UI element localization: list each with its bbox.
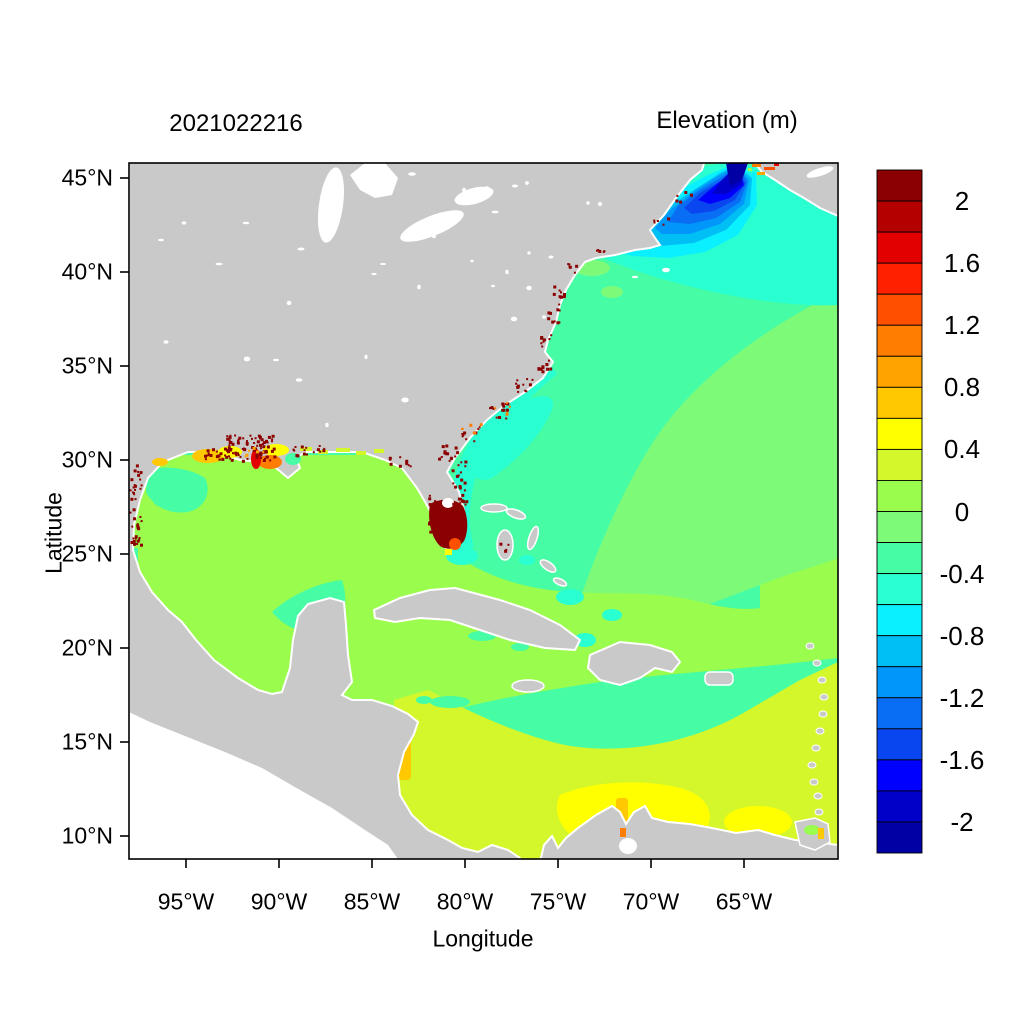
region-straits-patch — [446, 547, 478, 565]
colorbar-tick-label: -0.4 — [939, 558, 985, 589]
great-lakes — [317, 163, 834, 854]
colorbar-cell — [876, 697, 923, 730]
colorbar-tick-label: 0 — [954, 496, 970, 527]
colorbar-tick-label: -2 — [950, 806, 974, 837]
colorbar-cell — [876, 293, 923, 326]
x-axis-label: Longitude — [432, 925, 534, 952]
nova-scotia-hotspots — [748, 163, 779, 175]
colorbar-cell — [876, 821, 923, 854]
turq-patch2 — [602, 609, 622, 621]
x-tick-label: 85°W — [343, 888, 401, 915]
x-tick-label: 65°W — [715, 888, 773, 915]
colorbar — [876, 169, 923, 854]
turq-patch1 — [556, 589, 584, 605]
colorbar-cell — [876, 604, 923, 637]
colorbar-tick-label: 1.6 — [943, 248, 981, 279]
y-tick-label: 15°N — [61, 728, 113, 755]
x-tick-label: 80°W — [436, 888, 494, 915]
colorbar-tick-label: 1.2 — [943, 310, 981, 341]
jamaica-patch — [511, 643, 529, 651]
elevation-title: Elevation (m) — [656, 107, 798, 134]
y-tick-label: 20°N — [61, 634, 113, 661]
colorbar-cell — [876, 169, 923, 202]
colorbar-tick-label: 0.8 — [943, 372, 981, 403]
pacific-no-data — [129, 712, 398, 859]
land-jamaica — [511, 679, 545, 693]
colorbar-cell — [876, 666, 923, 699]
x-tick-label: 90°W — [250, 888, 308, 915]
x-axis-ticks — [185, 859, 745, 868]
colorbar-tick-label: 0.4 — [943, 434, 981, 465]
colorbar-tick-label: 2 — [954, 186, 970, 217]
colorbar-cell — [876, 542, 923, 575]
colorbar-cell — [876, 480, 923, 512]
colorbar-cell — [876, 790, 923, 823]
region-mid-atlantic — [574, 292, 838, 645]
trinidad-green-patch — [804, 825, 820, 835]
honduras-patch — [430, 696, 470, 708]
colorbar-cell — [876, 759, 923, 792]
south-florida-surge-blob — [429, 498, 468, 555]
x-tick-label: 95°W — [157, 888, 215, 915]
colorbar-tick-label: -1.2 — [939, 682, 985, 713]
datestamp-title: 2021022216 — [169, 110, 303, 137]
land-bahamas — [480, 503, 568, 587]
y-tick-label: 40°N — [61, 258, 113, 285]
colorbar-cell — [876, 231, 923, 264]
y-tick-label: 30°N — [61, 446, 113, 473]
y-tick-label: 45°N — [61, 164, 113, 191]
venezuela-hotspots — [620, 828, 824, 839]
y-tick-label: 35°N — [61, 352, 113, 379]
turq-patch4 — [519, 555, 535, 565]
y-tick-label: 25°N — [61, 540, 113, 567]
honduras-patch2 — [416, 696, 432, 704]
colorbar-tick-label: -0.8 — [939, 620, 985, 651]
map-layers — [129, 163, 838, 859]
colorbar-cell — [876, 511, 923, 543]
region-yellow-south2 — [724, 806, 792, 838]
colorbar-cell — [876, 635, 923, 668]
small-lakes — [158, 172, 670, 428]
turq-patch3 — [574, 633, 596, 647]
colorbar-cell — [876, 355, 923, 388]
region-nj-patch2 — [601, 286, 623, 298]
colorbar-cell — [876, 573, 923, 606]
colorbar-cell — [876, 324, 923, 357]
colorbar-cell — [876, 728, 923, 761]
region-south-caribbean — [394, 662, 838, 859]
land-puerto-rico — [704, 671, 734, 686]
plot-frame — [128, 162, 839, 860]
land-north-america — [129, 163, 706, 859]
gom-navy-core — [726, 163, 748, 186]
colorbar-cell — [876, 262, 923, 295]
intertidal-speckles — [129, 191, 693, 553]
x-tick-label: 70°W — [622, 888, 680, 915]
region-bahamas-tongue — [468, 396, 554, 481]
land-tobago — [814, 808, 824, 816]
x-tick-label: 75°W — [529, 888, 587, 915]
colorbar-cell — [876, 417, 923, 450]
land-lesser-antilles — [805, 642, 829, 800]
land-hispaniola — [586, 640, 682, 687]
colorbar-cell — [876, 200, 923, 233]
colorbar-tick-label: -1.6 — [939, 744, 985, 775]
region-east-band — [760, 558, 838, 662]
nw-gulf-shelf2 — [153, 493, 173, 507]
colorbar-cell — [876, 448, 923, 481]
y-tick-label: 10°N — [61, 822, 113, 849]
land-cuba — [372, 586, 582, 652]
colorbar-cell — [876, 386, 923, 419]
y-axis-ticks — [120, 177, 129, 837]
